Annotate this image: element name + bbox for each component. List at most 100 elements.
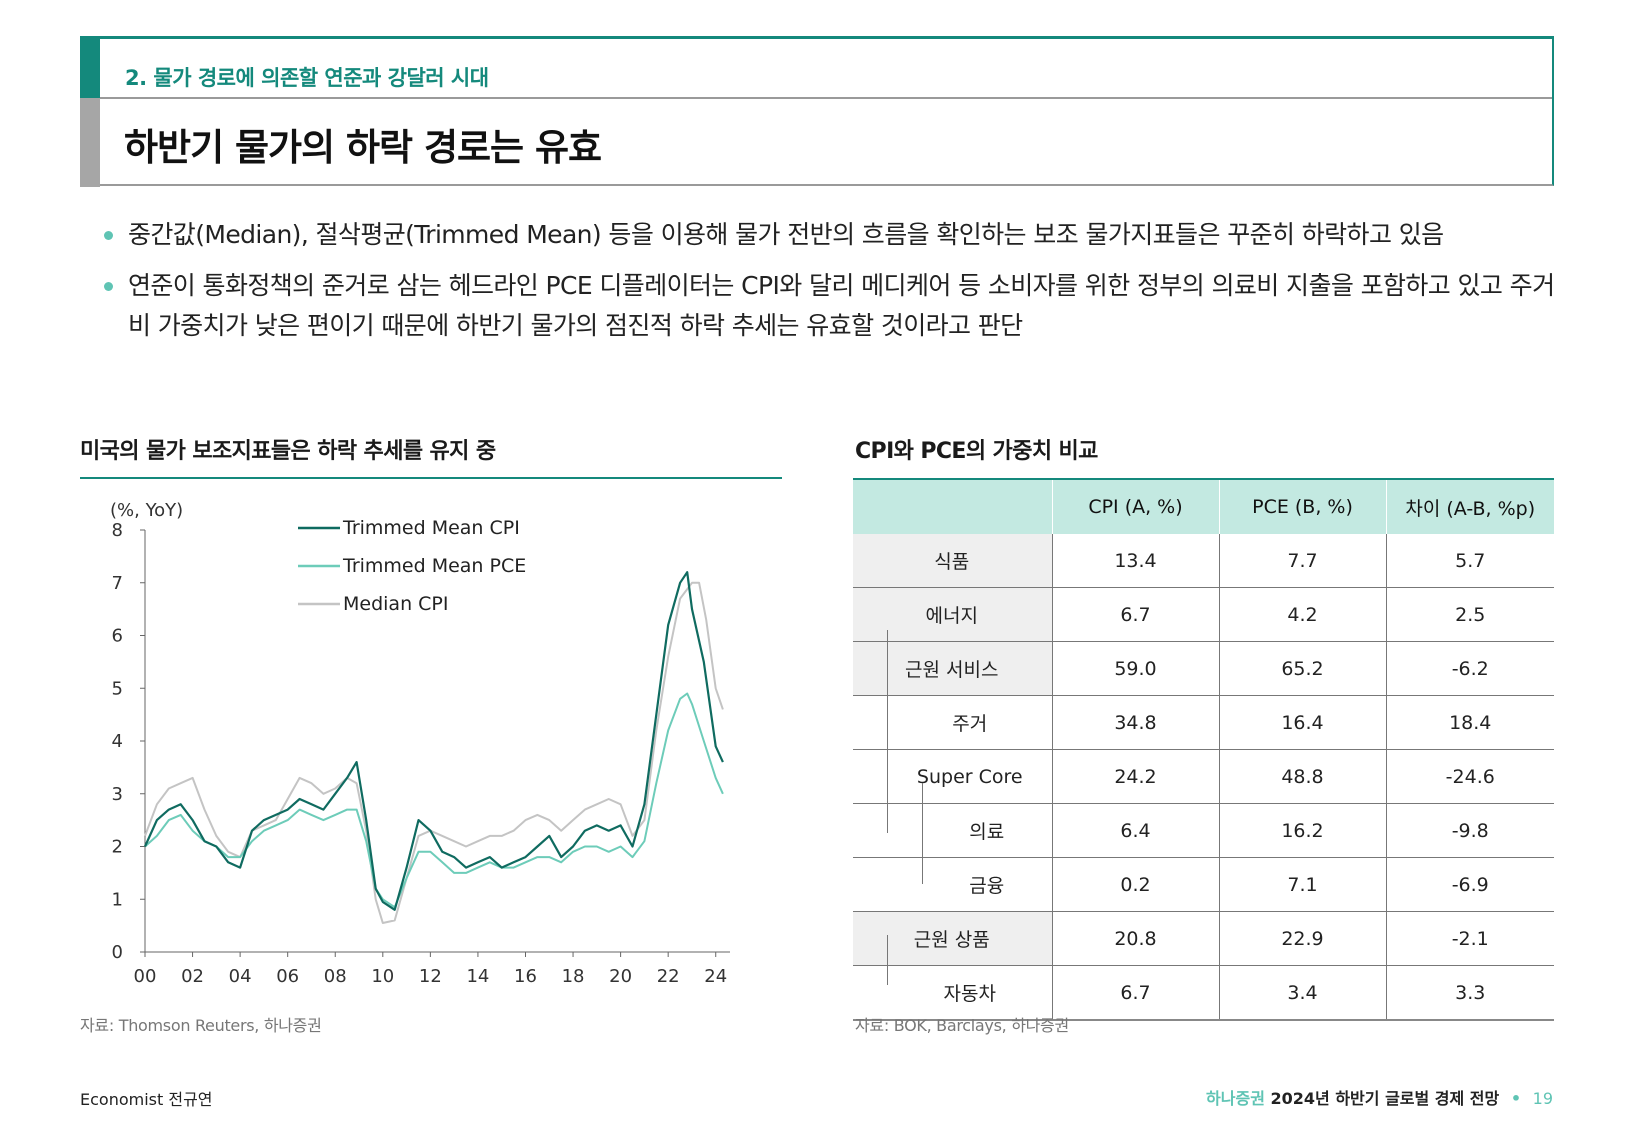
footer-report: 하나증권 2024년 하반기 글로벌 경제 전망 • 19 (1206, 1085, 1553, 1109)
bullet-text: 중간값(Median), 절삭평균(Trimmed Mean) 등을 이용해 물… (128, 220, 1444, 249)
series-line-median-cpi (144, 581, 724, 924)
diff-cell: 3.3 (1385, 965, 1554, 1021)
table-source: 자료: BOK, Barclays, 하나증권 (855, 1016, 1069, 1035)
diff-cell: -24.6 (1385, 749, 1554, 804)
x-tick-label: 02 (181, 966, 204, 987)
pce-cell: 65.2 (1218, 641, 1386, 696)
weights-table: CPI (A, %) PCE (B, %) 차이 (A-B, %p) 식품 13.… (853, 478, 1554, 1021)
x-tick-label: 16 (514, 966, 537, 987)
table-indent-line (922, 783, 923, 884)
table-row: 금융 0.2 7.1 -6.9 (853, 857, 1554, 912)
pce-cell: 7.7 (1218, 534, 1386, 588)
x-tick-label: 20 (609, 966, 632, 987)
table-header-diff: 차이 (A-B, %p) (1385, 478, 1554, 534)
cpi-cell: 0.2 (1051, 857, 1219, 912)
table-row: 식품 13.4 7.7 5.7 (853, 534, 1554, 588)
table-header-cpi: CPI (A, %) (1051, 478, 1219, 534)
table-indent-line (887, 935, 888, 985)
cpi-cell: 34.8 (1051, 695, 1219, 750)
table-header-blank (853, 478, 1052, 534)
x-tick-label: 06 (276, 966, 299, 987)
y-tick-label: 5 (112, 678, 123, 699)
y-tick-label: 0 (112, 942, 123, 963)
row-label: 의료 (853, 803, 1052, 858)
pce-cell: 3.4 (1218, 965, 1386, 1021)
table-header-row: CPI (A, %) PCE (B, %) 차이 (A-B, %p) (853, 478, 1554, 534)
row-label: 자동차 (853, 965, 1052, 1021)
pce-cell: 22.9 (1218, 911, 1386, 966)
cpi-cell: 59.0 (1051, 641, 1219, 696)
y-tick-label: 7 (112, 573, 123, 594)
diff-cell: -6.2 (1385, 641, 1554, 696)
header-accent-teal (80, 36, 100, 98)
series-line-trimmed-mean-pce (144, 692, 724, 909)
legend-label: Median CPI (343, 593, 448, 615)
pce-cell: 16.4 (1218, 695, 1386, 750)
x-tick-label: 10 (371, 966, 394, 987)
diff-cell: -9.8 (1385, 803, 1554, 858)
y-tick-label: 3 (112, 784, 123, 805)
bullet-item: 연준이 통화정책의 준거로 삼는 헤드라인 PCE 디플레이터는 CPI와 달리… (100, 266, 1560, 346)
x-tick-label: 22 (657, 966, 680, 987)
footer-brand: 하나증권 (1206, 1089, 1265, 1108)
cpi-cell: 24.2 (1051, 749, 1219, 804)
row-label: 근원 서비스 (853, 641, 1052, 696)
chart-source: 자료: Thomson Reuters, 하나증권 (80, 1016, 322, 1035)
page-title: 하반기 물가의 하락 경로는 유효 (124, 126, 602, 169)
footer-author: Economist 전규연 (80, 1090, 213, 1109)
x-tick-label: 14 (466, 966, 489, 987)
table-row: 자동차 6.7 3.4 3.3 (853, 965, 1554, 1021)
page-number: 19 (1532, 1089, 1553, 1108)
x-tick-label: 18 (562, 966, 585, 987)
y-tick-label: 2 (112, 837, 123, 858)
row-label: 에너지 (853, 587, 1052, 642)
summary-bullets: 중간값(Median), 절삭평균(Trimmed Mean) 등을 이용해 물… (100, 215, 1560, 357)
row-label: 금융 (853, 857, 1052, 912)
y-axis-unit-label: (%, YoY) (110, 500, 183, 521)
table-indent-line (887, 630, 888, 833)
diff-cell: 5.7 (1385, 534, 1554, 588)
y-tick-label: 1 (112, 889, 123, 910)
row-label: 식품 (853, 534, 1052, 588)
table-row: 주거 34.8 16.4 18.4 (853, 695, 1554, 750)
footer-separator: • (1510, 1089, 1522, 1108)
header-divider (100, 97, 1552, 99)
cpi-cell: 20.8 (1051, 911, 1219, 966)
series-line-trimmed-mean-cpi (143, 571, 724, 911)
bullet-text: 연준이 통화정책의 준거로 삼는 헤드라인 PCE 디플레이터는 CPI와 달리… (128, 271, 1555, 340)
table-row: 의료 6.4 16.2 -9.8 (853, 803, 1554, 858)
chart-title: 미국의 물가 보조지표들은 하락 추세를 유지 중 (80, 439, 496, 464)
pce-cell: 16.2 (1218, 803, 1386, 858)
diff-cell: -6.9 (1385, 857, 1554, 912)
diff-cell: 18.4 (1385, 695, 1554, 750)
table-row: 근원 상품 20.8 22.9 -2.1 (853, 911, 1554, 966)
table-row: Super Core 24.2 48.8 -24.6 (853, 749, 1554, 804)
weights-table-wrapper: CPI (A, %) PCE (B, %) 차이 (A-B, %p) 식품 13.… (853, 478, 1554, 1021)
cpi-cell: 13.4 (1051, 534, 1219, 588)
bullet-dot-icon (104, 282, 113, 291)
cpi-cell: 6.4 (1051, 803, 1219, 858)
legend-label: Trimmed Mean CPI (342, 517, 520, 539)
table-title: CPI와 PCE의 가중치 비교 (855, 439, 1098, 464)
cpi-cell: 6.7 (1051, 965, 1219, 1021)
x-tick-label: 24 (704, 966, 727, 987)
row-label: 주거 (853, 695, 1052, 750)
table-row: 근원 서비스 59.0 65.2 -6.2 (853, 641, 1554, 696)
y-tick-label: 8 (112, 520, 123, 541)
y-tick-label: 4 (112, 731, 123, 752)
bullet-item: 중간값(Median), 절삭평균(Trimmed Mean) 등을 이용해 물… (100, 215, 1560, 255)
footer-report-title: 2024년 하반기 글로벌 경제 전망 (1270, 1089, 1500, 1108)
section-header: 2. 물가 경로에 의존할 연준과 강달러 시대 하반기 물가의 하락 경로는 … (80, 36, 1554, 187)
pce-cell: 7.1 (1218, 857, 1386, 912)
bullet-dot-icon (104, 231, 113, 240)
row-label: 근원 상품 (853, 911, 1052, 966)
x-tick-label: 00 (134, 966, 157, 987)
diff-cell: -2.1 (1385, 911, 1554, 966)
pce-cell: 4.2 (1218, 587, 1386, 642)
cpi-cell: 6.7 (1051, 587, 1219, 642)
table-row: 에너지 6.7 4.2 2.5 (853, 587, 1554, 642)
section-subtitle: 2. 물가 경로에 의존할 연준과 강달러 시대 (125, 66, 489, 90)
x-tick-label: 08 (324, 966, 347, 987)
diff-cell: 2.5 (1385, 587, 1554, 642)
